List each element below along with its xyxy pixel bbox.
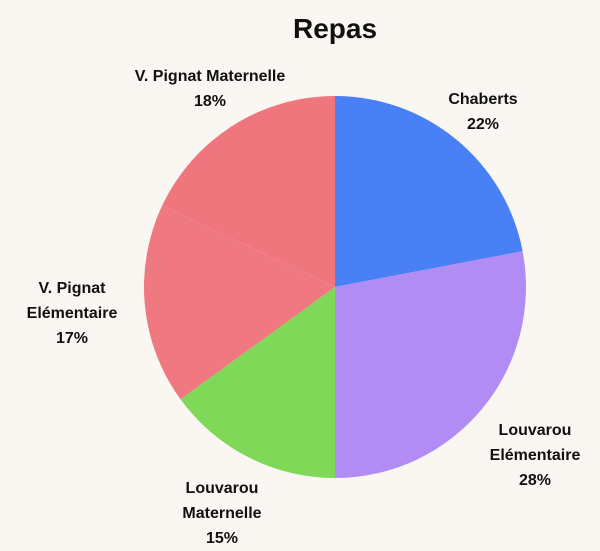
pie-slice	[162, 96, 335, 287]
slice-value: 28%	[518, 472, 552, 489]
slice-name: V. Pignat Maternelle	[134, 68, 286, 85]
slice-name: V. Pignat Elémentaire	[26, 280, 118, 322]
slice-name: Louvarou Elémentaire	[489, 422, 581, 464]
slice-value: 15%	[205, 530, 239, 547]
slice-label: V. Pignat Elémentaire 17%	[7, 276, 137, 351]
chart-title: Repas	[293, 13, 377, 44]
pie-slice	[144, 205, 335, 400]
slice-value: 22%	[466, 116, 500, 133]
slice-value: 18%	[193, 93, 227, 110]
slice-name: Chaberts	[448, 91, 518, 108]
slice-label: Chaberts 22%	[423, 87, 543, 137]
slice-label: V. Pignat Maternelle 18%	[90, 64, 330, 114]
pie-slice	[335, 96, 523, 287]
pie-slice	[335, 251, 526, 478]
slice-label: Louvarou Maternelle 15%	[157, 476, 287, 551]
pie-slice	[180, 287, 335, 478]
slice-value: 17%	[55, 330, 89, 347]
slice-label: Louvarou Elémentaire 28%	[470, 418, 600, 493]
slice-name: Louvarou Maternelle	[182, 480, 262, 522]
